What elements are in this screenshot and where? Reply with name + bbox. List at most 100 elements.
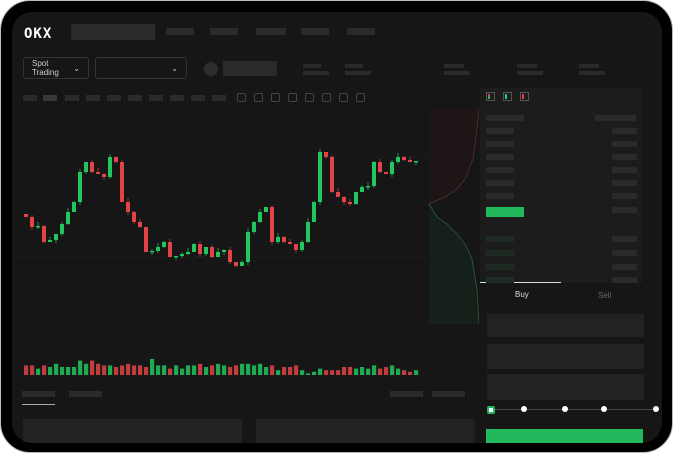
orderbook-both-icon[interactable] <box>486 92 495 101</box>
tools-icon[interactable] <box>271 93 280 102</box>
volume-bar <box>240 363 245 375</box>
buy-button[interactable] <box>486 429 643 443</box>
nav-item[interactable] <box>256 28 286 35</box>
slider-step-100[interactable] <box>653 406 659 412</box>
okx-logo: OKX <box>24 26 53 42</box>
stat-value <box>444 71 470 75</box>
market-select[interactable]: Spot Trading ⌄ <box>23 57 89 79</box>
chart-type-icon[interactable] <box>254 93 263 102</box>
candle <box>222 250 226 252</box>
candle <box>234 262 238 266</box>
nav-item[interactable] <box>301 28 329 35</box>
volume-bar <box>402 370 407 375</box>
ask-price <box>486 180 514 186</box>
timeframe-button[interactable] <box>212 95 226 101</box>
volume-bar <box>306 373 311 375</box>
candle <box>258 212 262 222</box>
volume-bars <box>24 359 419 375</box>
pair-price <box>223 61 277 76</box>
volume-bar <box>366 368 371 375</box>
candle <box>408 160 412 162</box>
volume-bar <box>300 370 305 375</box>
nav-item[interactable] <box>166 28 194 35</box>
slider-step-50[interactable] <box>562 406 568 412</box>
candle <box>186 252 190 254</box>
tab-open-orders[interactable] <box>22 391 55 397</box>
ask-price <box>486 154 514 160</box>
timeframe-button[interactable] <box>23 95 37 101</box>
candle <box>336 192 340 197</box>
volume-bar <box>60 367 65 375</box>
volume-bar <box>246 363 251 375</box>
amount-slider[interactable] <box>491 409 657 410</box>
app-screen: OKX Spot Trading ⌄ ⌄ Buy Sell <box>12 12 662 443</box>
total-input[interactable] <box>487 374 644 400</box>
nav-item[interactable] <box>347 28 375 35</box>
volume-bar <box>414 370 419 375</box>
fullscreen-icon[interactable] <box>356 93 365 102</box>
price-input[interactable] <box>487 314 644 337</box>
depth-chart <box>428 109 479 324</box>
candles <box>24 149 418 267</box>
candle <box>174 256 178 258</box>
buy-tab-indicator <box>480 282 561 283</box>
volume-bar <box>330 370 335 375</box>
tab-order-history[interactable] <box>69 391 102 397</box>
ask-price <box>486 167 514 173</box>
bid-price <box>486 264 514 270</box>
volume-bar <box>276 370 281 375</box>
volume-bar <box>96 363 101 375</box>
search-bar[interactable] <box>71 24 155 40</box>
filter-button[interactable] <box>390 391 423 397</box>
timeframe-button[interactable] <box>86 95 100 101</box>
volume-bar <box>48 367 53 375</box>
tab-buy[interactable]: Buy <box>515 290 529 299</box>
volume-bar <box>144 367 149 375</box>
ask-amount <box>612 141 637 147</box>
slider-handle[interactable] <box>487 406 495 414</box>
orderbook-bids-icon[interactable] <box>503 92 512 101</box>
volume-bar <box>372 365 377 375</box>
slider-step-25[interactable] <box>521 406 527 412</box>
volume-bar <box>36 368 41 375</box>
candle <box>372 162 376 186</box>
volume-bar <box>324 370 329 375</box>
draw-icon[interactable] <box>305 93 314 102</box>
orderbook-asks-icon[interactable] <box>520 92 529 101</box>
line-icon[interactable] <box>288 93 297 102</box>
amount-input[interactable] <box>487 344 644 369</box>
volume-bar <box>222 365 227 375</box>
volume-bar <box>138 365 143 375</box>
timeframe-button[interactable] <box>65 95 79 101</box>
nav-item[interactable] <box>210 28 238 35</box>
timeframe-button[interactable] <box>107 95 121 101</box>
filter-button[interactable] <box>432 391 465 397</box>
candle <box>156 247 160 251</box>
indicator-icon[interactable] <box>237 93 246 102</box>
stat-label <box>303 64 321 68</box>
volume-bar <box>216 363 221 375</box>
candle <box>414 161 418 163</box>
tab-indicator <box>22 404 55 405</box>
candle <box>396 157 400 162</box>
timeframe-button[interactable] <box>149 95 163 101</box>
market-select-label: Spot Trading <box>32 59 59 77</box>
volume-bar <box>408 371 413 375</box>
tab-sell[interactable]: Sell <box>598 291 612 300</box>
stat-value <box>303 71 329 75</box>
timeframe-button[interactable] <box>191 95 205 101</box>
volume-bar <box>198 363 203 375</box>
timeframe-button[interactable] <box>128 95 142 101</box>
timeframe-button[interactable] <box>170 95 184 101</box>
slider-step-75[interactable] <box>601 406 607 412</box>
volume-bar <box>258 363 263 375</box>
timeframe-button[interactable] <box>43 95 57 101</box>
pair-select[interactable]: ⌄ <box>95 57 187 79</box>
circle-icon[interactable] <box>339 93 348 102</box>
candlestick-chart[interactable] <box>12 107 477 377</box>
candle <box>48 240 52 242</box>
candle <box>240 262 244 266</box>
volume-bar <box>78 360 83 375</box>
settings-icon[interactable] <box>322 93 331 102</box>
bid-amount <box>612 264 637 270</box>
